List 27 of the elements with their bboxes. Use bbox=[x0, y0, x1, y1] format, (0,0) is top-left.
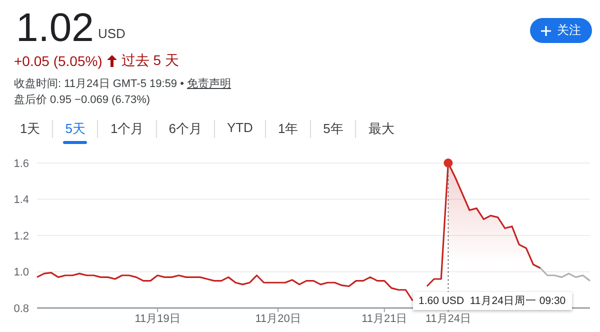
text: 最大 bbox=[355, 120, 406, 138]
text: 1年 bbox=[264, 120, 310, 138]
y-tick-label: 1.0 bbox=[14, 266, 29, 279]
text: 盘后价 0.95 −0.069 (6.73%) bbox=[14, 93, 150, 107]
text: 过去 5 天 bbox=[121, 52, 179, 70]
text: 关注 bbox=[557, 22, 581, 39]
text: +0.05 (5.05%) bbox=[14, 53, 102, 69]
y-tick-label: 1.2 bbox=[14, 230, 29, 242]
text: YTD bbox=[214, 120, 265, 138]
text: 免责声明 bbox=[187, 78, 231, 90]
y-tick-label: 1.4 bbox=[14, 194, 29, 206]
text: 1个月 bbox=[97, 120, 156, 138]
text: 5年 bbox=[310, 120, 356, 138]
text: 5天 bbox=[52, 120, 98, 138]
text: 1天 bbox=[19, 120, 42, 138]
text: 6个月 bbox=[156, 120, 214, 138]
x-tick-label: 11月19日 bbox=[134, 312, 180, 325]
x-tick-label: 11月21日 bbox=[362, 312, 408, 325]
chart-title: 1.02 bbox=[16, 5, 94, 52]
chart-subtitle: USD bbox=[98, 26, 126, 41]
y-tick-label: 0.8 bbox=[14, 302, 29, 315]
line-series bbox=[540, 267, 591, 282]
text: 收盘时间: 11月24日 GMT-5 19:59 • bbox=[14, 78, 184, 90]
annotation: 1.60 USD 11月24日周一 09:30 bbox=[412, 292, 572, 310]
x-tick-label: 11月24日 bbox=[425, 312, 472, 325]
y-tick-label: 1.6 bbox=[14, 158, 29, 170]
x-tick-label: 11月20日 bbox=[255, 312, 301, 325]
